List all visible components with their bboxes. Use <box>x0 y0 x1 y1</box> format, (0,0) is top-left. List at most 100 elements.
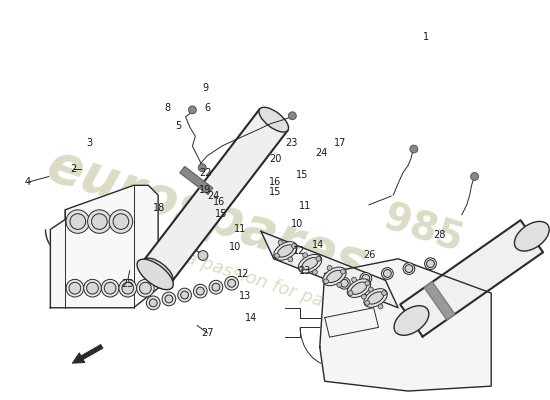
Ellipse shape <box>347 279 371 298</box>
Text: 17: 17 <box>334 138 346 148</box>
Ellipse shape <box>277 245 294 257</box>
Ellipse shape <box>136 279 154 297</box>
Ellipse shape <box>471 172 478 180</box>
Text: 11: 11 <box>299 201 311 211</box>
Ellipse shape <box>146 296 160 310</box>
Polygon shape <box>320 259 491 391</box>
Ellipse shape <box>302 258 318 270</box>
Ellipse shape <box>70 214 86 229</box>
Ellipse shape <box>403 263 415 274</box>
Ellipse shape <box>288 112 296 120</box>
Ellipse shape <box>323 267 346 286</box>
Text: eurospares: eurospares <box>41 138 373 291</box>
Ellipse shape <box>394 306 429 335</box>
Text: 16: 16 <box>269 177 282 187</box>
Ellipse shape <box>351 282 367 294</box>
Polygon shape <box>324 308 378 337</box>
Ellipse shape <box>274 242 297 260</box>
Ellipse shape <box>198 251 208 260</box>
Text: 18: 18 <box>153 203 166 213</box>
Ellipse shape <box>362 274 370 282</box>
Text: 25: 25 <box>121 279 133 289</box>
Ellipse shape <box>427 260 434 268</box>
Text: 27: 27 <box>202 328 214 338</box>
Text: 20: 20 <box>269 154 282 164</box>
Ellipse shape <box>144 258 173 283</box>
Text: a passion for parts: a passion for parts <box>183 249 348 318</box>
Ellipse shape <box>109 210 133 233</box>
Ellipse shape <box>225 276 239 290</box>
Polygon shape <box>400 220 543 336</box>
Ellipse shape <box>382 268 393 279</box>
Ellipse shape <box>514 222 549 251</box>
Ellipse shape <box>323 279 328 284</box>
Ellipse shape <box>180 291 189 299</box>
Ellipse shape <box>66 210 90 233</box>
Ellipse shape <box>378 304 383 309</box>
Ellipse shape <box>405 265 413 272</box>
Ellipse shape <box>162 292 176 306</box>
Text: 12: 12 <box>236 270 249 280</box>
Ellipse shape <box>292 244 296 248</box>
Polygon shape <box>180 166 213 194</box>
Text: 2: 2 <box>70 164 76 174</box>
Ellipse shape <box>361 294 366 299</box>
Polygon shape <box>261 231 398 308</box>
Ellipse shape <box>122 282 134 294</box>
Ellipse shape <box>364 289 387 307</box>
Text: 1: 1 <box>423 32 429 42</box>
Text: 11: 11 <box>234 224 246 234</box>
Ellipse shape <box>327 266 332 270</box>
Ellipse shape <box>178 288 191 302</box>
Ellipse shape <box>209 280 223 294</box>
Text: 4: 4 <box>24 177 30 187</box>
Ellipse shape <box>327 270 343 282</box>
Text: 10: 10 <box>290 218 303 228</box>
Ellipse shape <box>259 107 289 132</box>
Ellipse shape <box>189 106 196 114</box>
Text: 5: 5 <box>175 120 182 130</box>
Ellipse shape <box>104 282 116 294</box>
Ellipse shape <box>274 253 279 258</box>
Text: 24: 24 <box>315 148 327 158</box>
Text: 14: 14 <box>245 312 257 322</box>
Ellipse shape <box>298 254 322 273</box>
Polygon shape <box>51 185 158 308</box>
Text: 8: 8 <box>164 103 170 113</box>
Text: 28: 28 <box>433 230 446 240</box>
Text: 23: 23 <box>285 138 298 148</box>
Ellipse shape <box>149 299 157 307</box>
Ellipse shape <box>382 291 387 296</box>
Ellipse shape <box>196 287 204 295</box>
Ellipse shape <box>69 282 81 294</box>
Text: 16: 16 <box>212 197 225 207</box>
Text: 26: 26 <box>364 250 376 260</box>
Ellipse shape <box>410 145 418 153</box>
Ellipse shape <box>337 282 342 287</box>
Ellipse shape <box>212 283 220 291</box>
Ellipse shape <box>137 259 173 290</box>
Polygon shape <box>424 282 455 320</box>
Ellipse shape <box>365 300 370 305</box>
Ellipse shape <box>299 266 304 271</box>
Text: 22: 22 <box>199 168 211 178</box>
Ellipse shape <box>101 279 119 297</box>
Ellipse shape <box>84 279 101 297</box>
Text: 6: 6 <box>205 103 211 113</box>
Text: 10: 10 <box>229 242 241 252</box>
Ellipse shape <box>278 240 283 245</box>
Ellipse shape <box>302 253 307 258</box>
Ellipse shape <box>348 291 353 296</box>
Ellipse shape <box>360 272 372 284</box>
Polygon shape <box>144 109 288 281</box>
Text: 14: 14 <box>312 240 324 250</box>
Text: 19: 19 <box>199 185 211 195</box>
Text: 24: 24 <box>207 191 219 201</box>
Ellipse shape <box>365 281 370 286</box>
Ellipse shape <box>86 282 98 294</box>
Ellipse shape <box>165 295 173 303</box>
Ellipse shape <box>113 214 129 229</box>
Ellipse shape <box>340 269 345 274</box>
Ellipse shape <box>140 282 151 294</box>
Text: 12: 12 <box>293 246 306 256</box>
